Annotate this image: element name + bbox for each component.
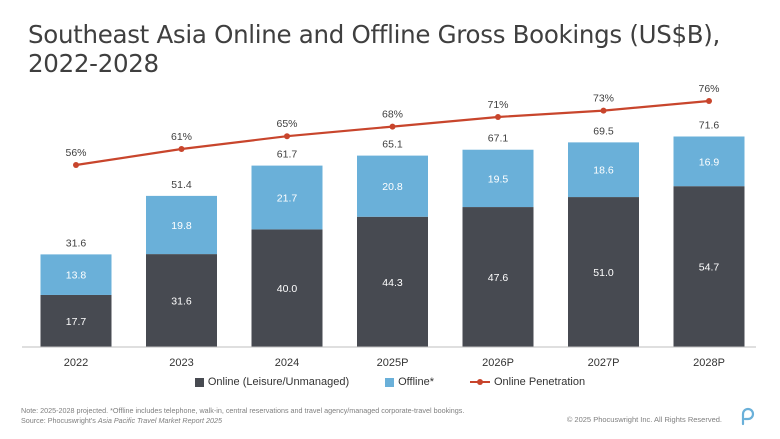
bar-online [568, 197, 639, 347]
data-label-online: 54.7 [699, 262, 720, 274]
x-tick-label: 2028P [693, 357, 725, 369]
bar-offline [357, 155, 428, 217]
penetration-point [600, 107, 607, 114]
legend-swatch-penetration [470, 377, 490, 387]
bar-offline [40, 254, 112, 295]
penetration-label: 65% [276, 118, 297, 130]
penetration-point [178, 146, 185, 152]
bar-online [251, 229, 323, 347]
bar-offline [251, 165, 323, 230]
data-label-total: 67.1 [488, 133, 509, 145]
footnote-note: Note: 2025-2028 projected. *Offline incl… [21, 406, 465, 415]
data-label-offline: 13.8 [66, 270, 87, 282]
chart-title: Southeast Asia Online and Offline Gross … [28, 20, 721, 78]
penetration-label: 71% [487, 99, 508, 111]
copyright: © 2025 Phocuswright Inc. All Rights Rese… [566, 415, 722, 424]
legend-item-offline: Offline* [385, 376, 434, 388]
legend-swatch-online [194, 377, 204, 387]
data-label-total: 61.7 [277, 149, 298, 161]
legend-label-online: Online (Leisure/Unmanaged) [207, 376, 350, 388]
bar-online [146, 254, 217, 347]
penetration-point [284, 133, 290, 140]
legend-swatch-offline [385, 377, 395, 387]
bar-offline [146, 195, 217, 255]
data-label-offline: 20.8 [382, 181, 403, 193]
x-tick-label: 2024 [275, 357, 299, 369]
data-label-offline: 18.6 [593, 165, 614, 177]
x-tick-label: 2022 [64, 357, 88, 369]
bar-offline [673, 136, 745, 187]
data-label-total: 31.6 [66, 237, 87, 249]
data-label-offline: 16.9 [699, 156, 720, 168]
penetration-label: 56% [65, 147, 86, 159]
penetration-point [706, 98, 712, 104]
data-label-total: 69.5 [593, 125, 614, 137]
data-label-total: 51.4 [171, 179, 192, 191]
bar-online [357, 216, 428, 347]
penetration-label: 61% [171, 131, 192, 143]
penetration-point [73, 162, 79, 168]
penetration-label: 68% [382, 109, 403, 121]
x-tick-label: 2025P [377, 357, 409, 369]
footnote-source: Source: Phocuswright's Asia Pacific Trav… [21, 416, 464, 426]
penetration-point [495, 114, 501, 120]
penetration-point [389, 123, 396, 130]
x-tick-label: 2027P [588, 357, 620, 369]
data-label-offline: 21.7 [277, 193, 298, 205]
legend-item-penetration: Online Penetration [470, 376, 585, 388]
data-label-online: 47.6 [488, 272, 509, 284]
penetration-label: 76% [698, 83, 719, 95]
legend-label-offline: Offline* [398, 376, 434, 388]
x-tick-label: 2026P [482, 357, 514, 369]
data-label-online: 31.6 [171, 296, 192, 308]
bar-online [673, 186, 745, 347]
bar-online [40, 294, 112, 347]
data-label-total: 65.1 [382, 139, 403, 151]
source-prefix: Source: Phocuswright's [21, 416, 98, 425]
data-label-total: 71.6 [699, 119, 720, 131]
data-label-online: 51.0 [593, 267, 614, 279]
bar-offline [568, 142, 639, 198]
data-label-online: 40.0 [277, 283, 298, 295]
footnote: Note: 2025-2028 projected. *Offline incl… [21, 406, 464, 426]
phocuswright-logo-icon [741, 407, 755, 426]
x-tick-label: 2023 [169, 357, 193, 369]
legend-item-online: Online (Leisure/Unmanaged) [194, 376, 350, 388]
data-label-offline: 19.5 [488, 173, 509, 185]
bar-offline [462, 149, 534, 208]
bar-online [462, 207, 534, 347]
penetration-label: 73% [593, 93, 614, 105]
data-label-online: 44.3 [382, 277, 403, 289]
legend-label-penetration: Online Penetration [494, 376, 586, 388]
data-label-offline: 19.8 [171, 220, 192, 232]
legend: Online (Leisure/Unmanaged) Offline* Onli… [0, 376, 780, 388]
data-label-online: 17.7 [66, 316, 87, 328]
source-title: Asia Pacific Travel Market Report 2025 [97, 416, 222, 425]
